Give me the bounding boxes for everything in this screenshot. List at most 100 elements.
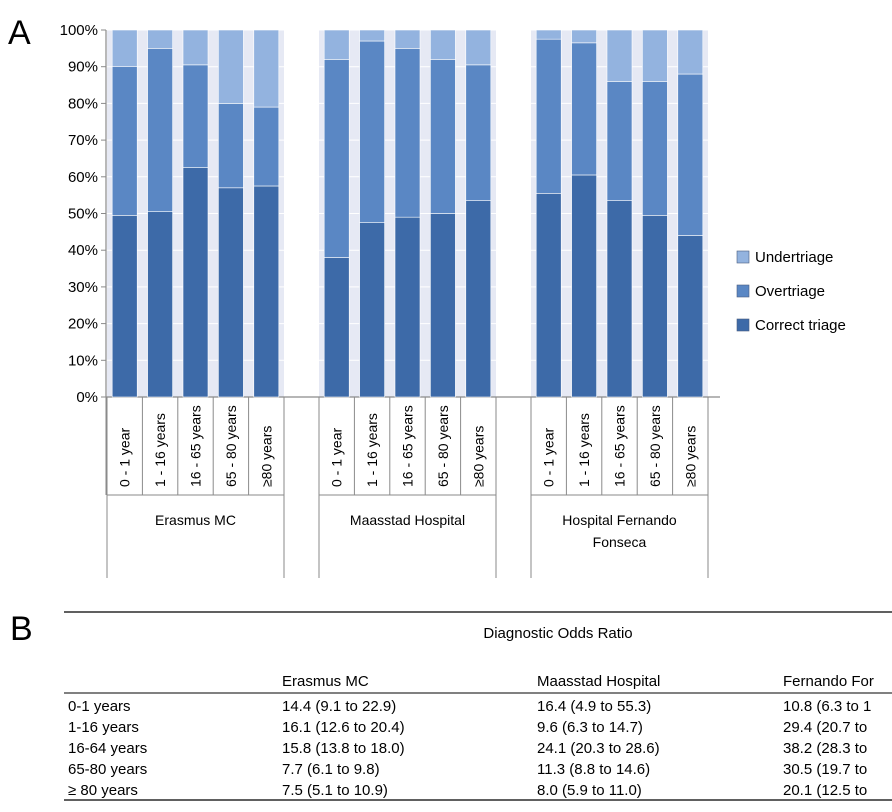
y-tick-label: 100% xyxy=(60,22,98,39)
bar-segment-undertriage xyxy=(571,29,597,44)
bar-segment-correct-triage xyxy=(323,257,350,398)
bar-segment-correct-triage xyxy=(218,187,244,398)
table-row-label: 16-64 years xyxy=(68,740,147,757)
bar-segment-correct-triage xyxy=(253,185,280,398)
bar-segment-overtriage xyxy=(218,103,244,189)
bar-segment-undertriage xyxy=(253,29,280,108)
table-cell: 24.1 (20.3 to 28.6) xyxy=(537,740,660,757)
bar-segment-undertriage xyxy=(111,29,138,68)
legend-label: Overtriage xyxy=(755,283,825,300)
bar-segment-overtriage xyxy=(535,38,562,194)
y-tick-label: 80% xyxy=(68,95,98,112)
x-category-label: 0 - 1 year xyxy=(117,428,133,487)
bar-segment-undertriage xyxy=(394,29,421,49)
bar-segment-undertriage xyxy=(218,29,244,104)
y-tick-label: 40% xyxy=(68,242,98,259)
x-group-label: Maasstad Hospital xyxy=(350,512,465,528)
panel-letter-b: B xyxy=(10,610,33,648)
table-title: Diagnostic Odds Ratio xyxy=(483,625,632,642)
bar-segment-overtriage xyxy=(571,42,597,176)
table-cell: 7.7 (6.1 to 9.8) xyxy=(282,761,380,778)
stacked-bar-chart: 0% 10% 20% 30% 40% 50% 60% 70% 80% 90% 100% 0 - 1 y… xyxy=(60,22,720,578)
table-cell: 9.6 (6.3 to 14.7) xyxy=(537,719,643,736)
x-category-label: 1 - 16 years xyxy=(576,413,592,487)
table-cell: 30.5 (19.7 to xyxy=(783,761,867,778)
y-tick-label: 50% xyxy=(68,206,98,223)
table-cell: 8.0 (5.9 to 11.0) xyxy=(537,782,642,799)
legend-label: Undertriage xyxy=(755,249,833,266)
y-tick-label: 10% xyxy=(68,352,98,369)
bar-segment-overtriage xyxy=(253,106,280,187)
bar-segment-undertriage xyxy=(147,29,173,49)
bar-segment-correct-triage xyxy=(430,213,456,398)
bar-segment-overtriage xyxy=(147,48,173,212)
bar-segment-correct-triage xyxy=(359,222,385,398)
table-row-label: ≥ 80 years xyxy=(68,782,138,799)
x-group-label: Hospital Fernando xyxy=(562,512,677,528)
y-tick-label: 20% xyxy=(68,316,98,333)
y-tick-label: 70% xyxy=(68,132,98,149)
table-cell: 14.4 (9.1 to 22.9) xyxy=(282,698,396,715)
table-cell: 7.5 (5.1 to 10.9) xyxy=(282,782,388,799)
bar-segment-undertriage xyxy=(430,29,456,60)
bar-segment-correct-triage xyxy=(642,215,668,398)
y-tick-label: 90% xyxy=(68,59,98,76)
bar-segment-overtriage xyxy=(359,40,385,223)
bar-segment-correct-triage xyxy=(571,174,597,398)
x-category-label: ≥80 years xyxy=(470,426,486,487)
bar-segment-overtriage xyxy=(394,48,421,218)
bar-segment-overtriage xyxy=(323,59,350,258)
table-row-label: 1-16 years xyxy=(68,719,139,736)
bar-segment-correct-triage xyxy=(147,211,173,398)
table-cell: 29.4 (20.7 to xyxy=(783,719,867,736)
bar-segment-overtriage xyxy=(606,81,633,201)
odds-ratio-table: Diagnostic Odds Ratio Erasmus MC Maasstad… xyxy=(64,611,892,801)
bar-segment-undertriage xyxy=(535,29,562,40)
bar-segment-overtriage xyxy=(182,64,209,168)
x-category-label: 65 - 80 years xyxy=(223,405,239,487)
x-category-label: 16 - 65 years xyxy=(400,405,416,487)
panel-letter-a: A xyxy=(8,14,31,52)
bar-segment-undertriage xyxy=(642,29,668,82)
bar-segment-overtriage xyxy=(111,66,138,216)
bar-segment-undertriage xyxy=(465,29,492,66)
bar-segment-correct-triage xyxy=(677,235,704,398)
y-tick-label: 60% xyxy=(68,169,98,186)
x-group-label: Fonseca xyxy=(593,534,647,550)
y-tick-label: 0% xyxy=(76,389,98,406)
table-column-header: Fernando For xyxy=(783,673,874,690)
x-category-label: ≥80 years xyxy=(682,426,698,487)
y-tick-label: 30% xyxy=(68,279,98,296)
x-category-label: 0 - 1 year xyxy=(541,428,557,487)
bar-segment-overtriage xyxy=(677,73,704,236)
bar-segment-overtriage xyxy=(642,81,668,216)
bar-segment-undertriage xyxy=(677,29,704,75)
bar-segment-correct-triage xyxy=(111,215,138,398)
x-category-label: 1 - 16 years xyxy=(364,413,380,487)
bar-segment-overtriage xyxy=(430,59,456,214)
table-cell: 16.1 (12.6 to 20.4) xyxy=(282,719,405,736)
table-column-header: Maasstad Hospital xyxy=(537,673,660,690)
bar-segment-correct-triage xyxy=(182,167,209,398)
bar-segment-undertriage xyxy=(323,29,350,60)
legend-swatch xyxy=(736,250,750,264)
table-cell: 38.2 (28.3 to xyxy=(783,740,867,757)
bar-segment-undertriage xyxy=(359,29,385,42)
x-category-label: ≥80 years xyxy=(258,426,274,487)
table-row-label: 0-1 years xyxy=(68,698,131,715)
bar-segment-overtriage xyxy=(465,64,492,201)
x-group-label: Erasmus MC xyxy=(155,512,236,528)
bar-segment-correct-triage xyxy=(535,193,562,398)
table-cell: 11.3 (8.8 to 14.6) xyxy=(537,761,650,778)
legend-label: Correct triage xyxy=(755,317,846,334)
table-row-label: 65-80 years xyxy=(68,761,147,778)
x-category-label: 16 - 65 years xyxy=(188,405,204,487)
table-cell: 20.1 (12.5 to xyxy=(783,782,867,799)
x-category-label: 16 - 65 years xyxy=(612,405,628,487)
chart-legend: Undertriage Overtriage Correct triage xyxy=(736,249,846,334)
x-category-label: 65 - 80 years xyxy=(647,405,663,487)
table-cell: 16.4 (4.9 to 55.3) xyxy=(537,698,651,715)
table-cell: 10.8 (6.3 to 1 xyxy=(783,698,871,715)
legend-swatch xyxy=(736,318,750,332)
